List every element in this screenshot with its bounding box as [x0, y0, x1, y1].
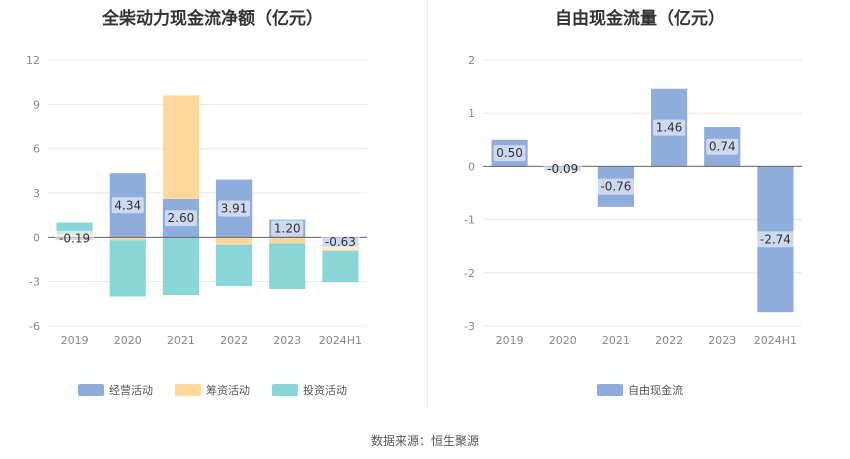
bar — [109, 237, 146, 241]
x-tick-label: 2022 — [655, 334, 683, 347]
y-tick-label: -1 — [464, 214, 475, 227]
data-label: -0.09 — [547, 162, 578, 176]
bar — [269, 243, 306, 290]
data-label: -0.19 — [59, 232, 90, 246]
x-tick-label: 2019 — [61, 334, 89, 347]
chart-legend: 自由现金流 — [430, 382, 850, 398]
data-label-bg — [111, 197, 144, 214]
data-label-bg — [596, 178, 636, 195]
legend-label: 筹资活动 — [206, 384, 250, 397]
y-tick-label: -3 — [29, 276, 40, 289]
data-label: -2.74 — [760, 232, 791, 246]
data-label-bg — [271, 220, 304, 237]
data-label-bg — [320, 233, 360, 250]
data-label: 2.60 — [168, 211, 195, 225]
x-tick-label: 2024H1 — [319, 334, 362, 347]
x-tick-label: 2021 — [167, 334, 195, 347]
y-tick-label: 6 — [33, 143, 40, 156]
x-tick-label: 2020 — [114, 334, 142, 347]
bar — [56, 222, 93, 235]
x-tick-label: 2022 — [220, 334, 248, 347]
legend-label: 投资活动 — [303, 384, 347, 397]
y-tick-label: 0 — [468, 160, 475, 173]
bar — [216, 237, 253, 245]
bar — [162, 95, 199, 199]
chart-title: 全柴动力现金流净额（亿元） — [102, 9, 323, 29]
bar — [322, 251, 359, 283]
y-tick-label: 0 — [33, 231, 40, 244]
x-tick-label: 2020 — [549, 334, 577, 347]
legend-item-free-cash-flow[interactable]: 自由现金流 — [597, 382, 683, 398]
data-label-bg — [218, 200, 251, 217]
data-label: 0.74 — [709, 140, 736, 154]
data-label: 4.34 — [114, 198, 141, 212]
y-tick-label: 12 — [26, 54, 40, 67]
x-tick-label: 2024H1 — [754, 334, 797, 347]
data-label-bg — [543, 160, 583, 177]
y-tick-label: 2 — [468, 54, 475, 67]
data-label-bg — [755, 231, 795, 248]
bar — [109, 240, 146, 297]
data-label-bg — [55, 230, 95, 247]
cash-flow-net-chart: 全柴动力现金流净额（亿元） 12 9 6 3 0 -3 -6 2019 2020 2021 2022… — [0, 0, 425, 410]
legend-swatch — [597, 384, 623, 396]
legend-item-financing[interactable]: 筹资活动 — [175, 382, 250, 398]
y-tick-label: -3 — [464, 320, 475, 333]
x-tick-label: 2021 — [602, 334, 630, 347]
y-tick-label: 3 — [33, 187, 40, 200]
y-tick-label: -6 — [29, 320, 40, 333]
data-label: 1.20 — [274, 221, 301, 235]
legend-swatch — [272, 384, 298, 396]
chart-legend: 经营活动 筹资活动 投资活动 — [0, 382, 425, 398]
data-source: 数据来源：恒生聚源 — [370, 434, 479, 448]
data-label-bg — [493, 145, 526, 162]
legend-item-operating[interactable]: 经营活动 — [78, 382, 153, 398]
free-cash-flow-plot: 2 1 0 -1 -2 -3 2019 2020 2021 2022 2023 2024H1 0.50 -… — [464, 54, 802, 347]
data-label: -0.76 — [600, 180, 631, 194]
data-label: 1.46 — [656, 121, 683, 135]
data-label-bg — [653, 119, 686, 136]
x-tick-label: 2019 — [496, 334, 524, 347]
data-label-bg — [164, 210, 197, 227]
cash-flow-net-plot: 12 9 6 3 0 -3 -6 2019 2020 2021 2022 2023 2024H1 -0.1… — [26, 54, 367, 347]
legend-item-investing[interactable]: 投资活动 — [272, 382, 347, 398]
data-label: 3.91 — [221, 201, 248, 215]
data-label: -0.63 — [325, 235, 356, 249]
free-cash-flow-chart: 自由现金流量（亿元） 2 1 0 -1 -2 -3 2019 2020 2021 2022 2023… — [430, 0, 850, 410]
legend-label: 自由现金流 — [628, 384, 683, 397]
data-label-bg — [706, 138, 739, 155]
x-tick-label: 2023 — [708, 334, 736, 347]
x-tick-label: 2023 — [273, 334, 301, 347]
bar — [216, 244, 253, 287]
data-label: 0.50 — [496, 146, 523, 160]
bar — [162, 237, 199, 295]
legend-swatch — [175, 384, 201, 396]
y-tick-label: 1 — [468, 107, 475, 120]
panel-divider — [427, 0, 428, 408]
y-tick-label: 9 — [33, 98, 40, 111]
legend-label: 经营活动 — [109, 384, 153, 397]
bar — [269, 237, 306, 244]
chart-title: 自由现金流量（亿元） — [555, 9, 725, 29]
y-tick-label: -2 — [464, 267, 475, 280]
legend-swatch — [78, 384, 104, 396]
